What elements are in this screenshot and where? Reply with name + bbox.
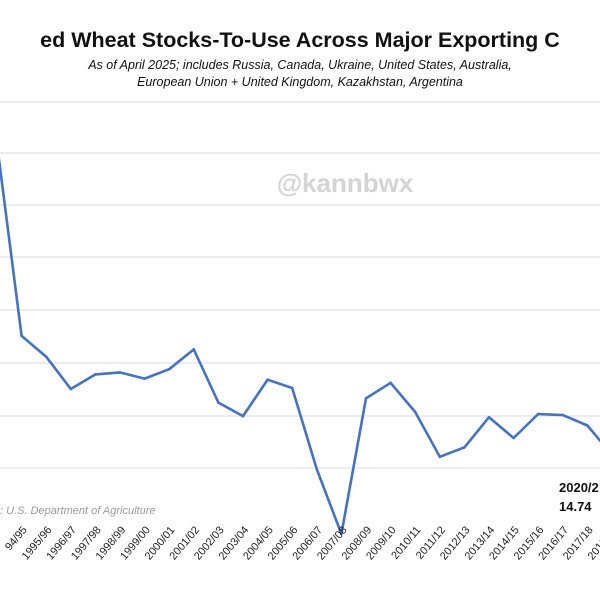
annotation-value: 14.74 bbox=[559, 499, 592, 514]
data-point-1994/95 bbox=[20, 334, 23, 338]
series-line bbox=[0, 157, 600, 536]
data-point-2004/05 bbox=[266, 378, 269, 382]
x-axis-ticks: 94/951995/961996/971997/981998/991999/00… bbox=[3, 524, 600, 562]
data-point-2010/11 bbox=[413, 410, 417, 414]
chart-subtitle-line-1: As of April 2025; includes Russia, Canad… bbox=[88, 58, 512, 72]
data-point-2012/13 bbox=[463, 446, 466, 449]
data-point-2015/16 bbox=[536, 412, 540, 416]
chart-title: ed Wheat Stocks-To-Use Across Major Expo… bbox=[40, 28, 560, 52]
data-point-2007/08 bbox=[340, 532, 343, 536]
data-point-1998/99 bbox=[118, 371, 122, 374]
source-note: : U.S. Department of Agriculture bbox=[0, 505, 156, 517]
data-point-2013/14 bbox=[487, 415, 491, 419]
data-point-2002/03 bbox=[217, 401, 220, 404]
data-point-2017/18 bbox=[586, 424, 589, 427]
chart-subtitle-line-2: European Union + United Kingdom, Kazakhs… bbox=[137, 75, 463, 89]
data-point-2016/17 bbox=[561, 413, 565, 417]
data-point-2000/01 bbox=[167, 367, 171, 371]
data-point-2005/06 bbox=[290, 386, 294, 390]
data-point-2008/09 bbox=[364, 397, 368, 400]
series-group bbox=[0, 157, 600, 536]
data-point-2003/04 bbox=[241, 414, 245, 418]
data-point-2001/02 bbox=[192, 348, 196, 351]
data-point-2009/10 bbox=[389, 381, 392, 385]
data-point-1996/97 bbox=[69, 387, 73, 391]
data-point-1999/00 bbox=[143, 377, 146, 380]
watermark: @kannbwx bbox=[277, 168, 414, 198]
annotation-period: 2020/2 bbox=[559, 480, 599, 495]
data-point-2011/12 bbox=[438, 455, 442, 459]
data-point-1995/96 bbox=[44, 355, 48, 359]
data-point-2014/15 bbox=[512, 436, 515, 440]
data-point-2006/07 bbox=[315, 468, 319, 471]
data-point-1997/98 bbox=[94, 373, 97, 376]
